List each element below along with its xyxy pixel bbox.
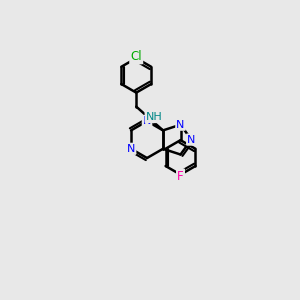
- Text: N: N: [176, 120, 185, 130]
- Text: N: N: [127, 144, 135, 154]
- Text: N: N: [143, 116, 151, 126]
- Text: NH: NH: [146, 112, 162, 122]
- Text: N: N: [187, 135, 196, 145]
- Text: F: F: [177, 169, 184, 183]
- Text: Cl: Cl: [130, 50, 142, 63]
